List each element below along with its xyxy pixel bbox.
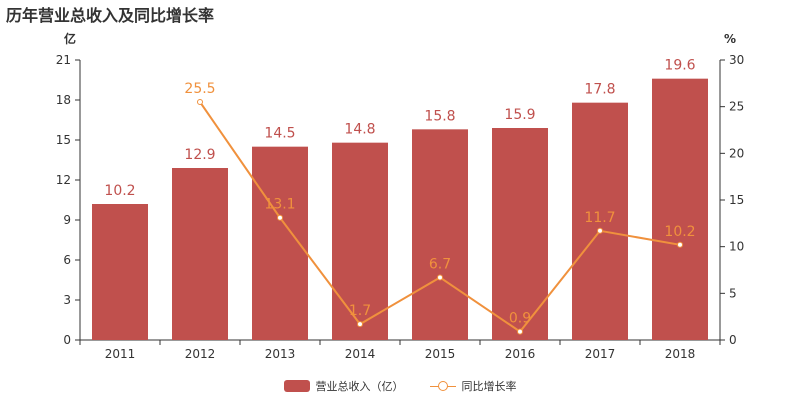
y-right-tick-label: 25 — [729, 100, 744, 114]
growth-value-label: 1.7 — [349, 303, 371, 319]
growth-point — [357, 321, 363, 328]
y-right-tick-label: 20 — [729, 146, 744, 160]
y-right-tick-label: 30 — [729, 53, 744, 67]
growth-value-label: 13.1 — [264, 197, 295, 213]
y-left-tick-label: 12 — [56, 173, 71, 187]
y-unit-right: % — [724, 32, 736, 46]
growth-value-label: 11.7 — [584, 210, 615, 226]
growth-point — [277, 214, 283, 221]
y-right-tick-label: 0 — [729, 333, 737, 347]
bar-value-label: 10.2 — [104, 183, 135, 199]
x-tick-label: 2011 — [105, 347, 136, 361]
growth-point — [517, 328, 523, 335]
legend-growth-label: 同比增长率 — [461, 380, 517, 393]
bar-value-label: 19.6 — [664, 58, 695, 74]
bar — [332, 142, 388, 340]
y-left-tick-label: 6 — [63, 253, 71, 267]
x-tick-label: 2015 — [425, 347, 456, 361]
growth-value-label: 25.5 — [184, 81, 215, 97]
bar-value-label: 17.8 — [584, 82, 615, 98]
growth-point — [677, 241, 683, 248]
y-left-tick-label: 21 — [56, 53, 71, 67]
legend: 营业总收入（亿） 同比增长率 — [0, 378, 800, 394]
growth-point — [197, 99, 203, 105]
y-right-tick-label: 5 — [729, 286, 737, 300]
x-tick-label: 2012 — [185, 347, 216, 361]
bar — [492, 128, 548, 340]
chart-title: 历年营业总收入及同比增长率 — [6, 6, 215, 25]
y-left-tick-label: 3 — [63, 293, 71, 307]
growth-value-label: 10.2 — [664, 224, 695, 240]
y-left-tick-label: 0 — [63, 333, 71, 347]
bar — [652, 78, 708, 341]
bar-value-label: 12.9 — [184, 147, 215, 163]
y-unit-left: 亿 — [64, 31, 76, 46]
bar — [92, 204, 148, 340]
legend-line-swatch — [429, 380, 456, 392]
x-tick-label: 2014 — [345, 347, 376, 361]
bar-value-label: 14.8 — [344, 122, 375, 138]
growth-point — [437, 274, 443, 281]
bar-value-label: 15.9 — [504, 107, 535, 123]
y-left-tick-label: 18 — [56, 93, 71, 107]
growth-value-label: 6.7 — [429, 256, 451, 272]
bar — [172, 168, 228, 340]
y-right-tick-label: 15 — [729, 193, 744, 207]
legend-item-growth[interactable]: 同比增长率 — [429, 378, 517, 394]
x-tick-label: 2016 — [505, 347, 536, 361]
legend-bar-swatch — [283, 380, 310, 392]
y-left-tick-label: 15 — [56, 133, 71, 147]
y-right-tick-label: 10 — [729, 240, 744, 254]
growth-value-label: 0.9 — [509, 311, 531, 327]
y-left-tick-label: 9 — [63, 213, 71, 227]
bar — [572, 102, 628, 341]
legend-revenue-label: 营业总收入（亿） — [315, 380, 404, 393]
x-tick-label: 2013 — [265, 347, 296, 361]
bar — [412, 129, 468, 340]
legend-item-revenue[interactable]: 营业总收入（亿） — [283, 378, 404, 394]
x-tick-label: 2017 — [585, 347, 616, 361]
x-tick-label: 2018 — [665, 347, 696, 361]
growth-point — [597, 227, 603, 234]
bar-value-label: 15.8 — [424, 108, 455, 124]
bar-value-label: 14.5 — [264, 126, 295, 142]
